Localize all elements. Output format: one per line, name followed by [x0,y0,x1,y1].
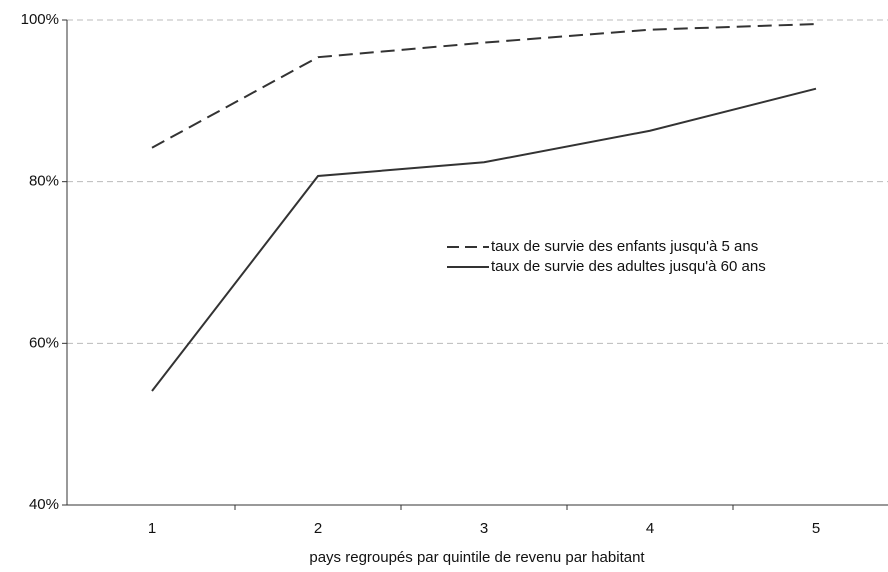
legend-label: taux de survie des adultes jusqu'à 60 an… [491,258,766,275]
x-tick-label: 2 [314,520,322,537]
y-tick-label: 80% [29,173,59,190]
y-tick-label: 100% [21,11,59,28]
series-line [151,87,817,392]
x-tick-label: 3 [480,520,488,537]
legend-label: taux de survie des enfants jusqu'à 5 ans [491,238,758,255]
series-line [151,23,817,149]
x-tick-label: 1 [148,520,156,537]
x-axis-label: pays regroupés par quintile de revenu pa… [309,549,645,566]
y-tick-label: 40% [29,496,59,513]
x-tick-label: 4 [646,520,654,537]
x-tick-label: 5 [812,520,820,537]
y-tick-label: 60% [29,334,59,351]
